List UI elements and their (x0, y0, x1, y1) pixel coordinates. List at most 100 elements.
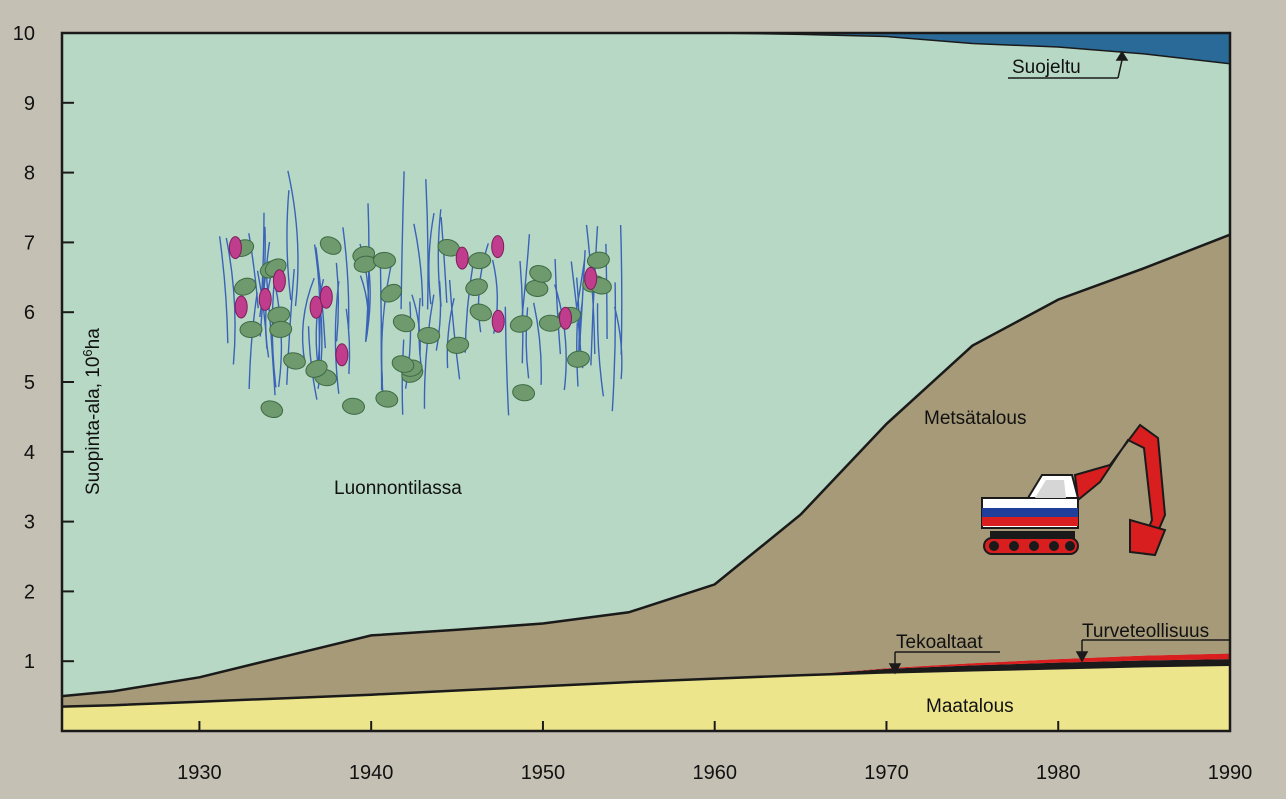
reed-stem (590, 226, 599, 366)
reed-stem (448, 279, 461, 380)
reed-stem (286, 190, 292, 301)
x-tick-label: 1980 (1036, 762, 1081, 784)
leaf (465, 278, 488, 296)
reed-stem (446, 298, 455, 369)
leaf (567, 350, 590, 368)
tekoaltaat-arrow (888, 663, 902, 675)
y-tick-label: 3 (24, 512, 35, 534)
x-tick-label: 1990 (1208, 762, 1253, 784)
reed-stem (519, 261, 524, 364)
leaf (417, 326, 441, 345)
reed-stem (413, 223, 424, 307)
area-turveteollisuus (62, 653, 1230, 707)
leaf (319, 236, 342, 255)
flower (272, 269, 286, 293)
flower (335, 343, 349, 367)
leaf (373, 251, 396, 269)
reed-stem (440, 216, 448, 303)
leaf (233, 277, 257, 296)
line-top-maatalous (61, 663, 1231, 708)
reed-stem (287, 170, 299, 307)
y-tick-label: 6 (24, 302, 35, 324)
reed-stem (411, 294, 421, 356)
suojeltu-arrow (1115, 50, 1129, 61)
leaf (538, 314, 562, 332)
reed-stem (504, 306, 510, 416)
y-tick-label: 8 (24, 163, 35, 185)
reed-stem (248, 292, 258, 390)
label-luonnontilassa: Luonnontilassa (334, 478, 462, 499)
y-tick-label: 4 (24, 442, 35, 464)
label-metsatalous: Metsätalous (924, 408, 1026, 429)
reed-stem (533, 302, 542, 385)
label-tekoaltaat: Tekoaltaat (896, 632, 983, 653)
reed-stem (611, 282, 617, 412)
label-turveteollisuus: Turveteollisuus (1082, 621, 1209, 642)
leaf (380, 283, 402, 303)
leaf (586, 251, 610, 269)
y-tick-label: 5 (24, 372, 35, 394)
area-maatalous (62, 664, 1230, 731)
reed-stem (525, 307, 530, 379)
x-tick-label: 1960 (692, 762, 737, 784)
reed-stem (428, 212, 435, 305)
leaf (260, 400, 284, 419)
flower (491, 309, 505, 333)
marsh-plant-illustration (218, 170, 623, 419)
leaf (269, 320, 293, 338)
leaf (392, 314, 416, 333)
reed-stem (437, 209, 442, 307)
flower (559, 306, 572, 330)
leaf (469, 303, 492, 322)
reed-stem (365, 203, 370, 342)
leaf (512, 384, 536, 402)
line-top-metsatalous (61, 233, 1231, 698)
flower (491, 235, 505, 259)
y-tick-label: 1 (24, 651, 35, 673)
x-tick-label: 1930 (177, 762, 222, 784)
reed-stem (345, 308, 351, 374)
reed-stem (619, 224, 623, 355)
reed-stem (570, 261, 581, 342)
reed-stem (423, 294, 435, 409)
x-tick-label: 1950 (521, 762, 566, 784)
leaf (446, 336, 470, 354)
label-suojeltu: Suojeltu (1012, 57, 1081, 78)
y-axis-title: Suopinta-ala, 106ha (80, 328, 104, 495)
area-metsatalous (62, 234, 1230, 707)
excavator-illustration (981, 423, 1167, 557)
x-tick-label: 1970 (864, 762, 909, 784)
flower (258, 287, 272, 311)
flower (228, 236, 242, 260)
flower (455, 246, 469, 270)
leaf (391, 355, 415, 373)
label-maatalous: Maatalous (926, 696, 1014, 717)
flower (319, 285, 333, 309)
flower (234, 295, 248, 319)
y-tick-label: 9 (24, 93, 35, 115)
reed-stem (342, 227, 350, 330)
flower (584, 266, 598, 290)
chart-axes: 1930 1940 1950 1960 1970 1980 1990 1 2 3 4 5 6 7 8 9 10 (13, 23, 1253, 784)
leaf (529, 265, 552, 283)
x-tick-label: 1940 (349, 762, 394, 784)
reed-stem (596, 303, 605, 397)
leaf (375, 390, 399, 408)
annotation-leaders (888, 50, 1230, 675)
reed-stem (335, 262, 340, 342)
turveteollisuus-arrow (1075, 651, 1089, 663)
reed-stem (301, 277, 315, 364)
leaf (305, 359, 328, 378)
y-tick-label: 10 (13, 23, 35, 45)
y-tick-label: 7 (24, 232, 35, 254)
reed-stem (248, 233, 259, 309)
reed-stem (218, 236, 229, 344)
plot-frame (60, 31, 1232, 733)
leaf (239, 320, 263, 339)
reed-stem (613, 306, 623, 380)
area-luonnontilassa (62, 33, 1230, 697)
leaf (342, 397, 365, 415)
reed-stem (425, 179, 429, 310)
reed-stem (334, 281, 340, 394)
